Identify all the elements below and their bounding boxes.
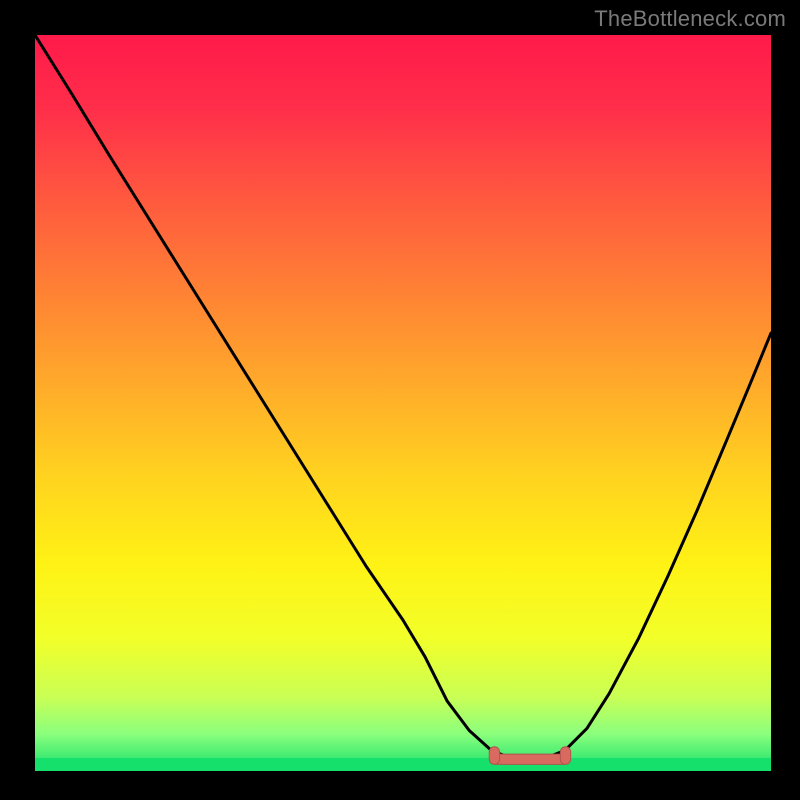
watermark-text: TheBottleneck.com	[594, 6, 786, 32]
valley-marker	[489, 747, 570, 765]
chart-container	[35, 35, 771, 771]
curve-line	[35, 35, 771, 771]
plot-area	[35, 35, 771, 771]
